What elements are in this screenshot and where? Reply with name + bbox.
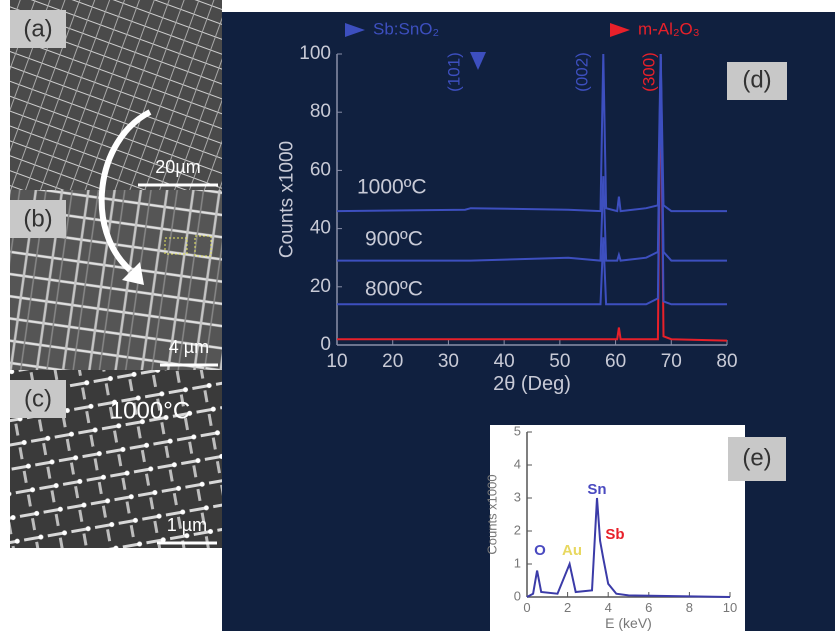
panel-label: (d) bbox=[742, 66, 771, 93]
panel-label: (b) bbox=[23, 205, 52, 232]
y-tick-label: 2 bbox=[514, 522, 521, 537]
data-line bbox=[336, 53, 727, 213]
scale-bar-label: 4 µm bbox=[169, 337, 209, 357]
series-label: 800ºC bbox=[365, 278, 423, 301]
highlight-box bbox=[194, 235, 212, 257]
scale-bar-label: 20µm bbox=[155, 157, 200, 177]
panel-label: (e) bbox=[742, 444, 771, 471]
y-tick-label: 1 bbox=[514, 555, 521, 570]
series-label: 1000ºC bbox=[357, 176, 427, 199]
panel-label-box bbox=[727, 62, 787, 100]
x-tick-label: 80 bbox=[716, 351, 737, 372]
peak-label: O bbox=[534, 542, 546, 559]
y-tick-label: 60 bbox=[310, 159, 331, 180]
panel-label-box bbox=[10, 10, 66, 48]
highlight-box bbox=[164, 237, 188, 255]
peak-marker bbox=[470, 52, 486, 70]
x-tick-label: 20 bbox=[382, 351, 403, 372]
x-axis-label: 2θ (Deg) bbox=[493, 373, 571, 395]
y-axis-label: Counts x1000 bbox=[485, 474, 500, 554]
legend-label: m-Al₂O₃ bbox=[638, 19, 700, 38]
panel-annotation: 1000°C bbox=[110, 397, 190, 424]
x-tick-label: 50 bbox=[549, 351, 570, 372]
x-tick-label: 10 bbox=[326, 351, 347, 372]
peak-label: (002) bbox=[572, 52, 591, 92]
x-tick-label: 10 bbox=[723, 600, 737, 615]
y-tick-label: 20 bbox=[310, 276, 331, 297]
y-tick-label: 0 bbox=[320, 334, 331, 355]
x-tick-label: 0 bbox=[523, 600, 530, 615]
peak-label: Sb bbox=[605, 526, 624, 543]
y-axis-label: Counts x1000 bbox=[277, 141, 298, 258]
peak-label: Au bbox=[562, 542, 582, 559]
arrow bbox=[98, 109, 152, 273]
y-tick-label: 40 bbox=[310, 218, 331, 239]
data-line bbox=[526, 497, 731, 598]
y-tick-label: 80 bbox=[310, 101, 331, 122]
y-tick-label: 3 bbox=[514, 489, 521, 504]
panel-label-box bbox=[10, 380, 66, 418]
x-tick-label: 2 bbox=[564, 600, 571, 615]
x-tick-label: 40 bbox=[494, 351, 515, 372]
panel-label-box bbox=[728, 437, 786, 481]
x-tick-label: 4 bbox=[605, 600, 612, 615]
peak-label: (300) bbox=[639, 52, 658, 92]
x-tick-label: 30 bbox=[438, 351, 459, 372]
legend-marker bbox=[345, 23, 365, 37]
legend-marker bbox=[610, 23, 630, 37]
x-tick-label: 60 bbox=[605, 351, 626, 372]
peak-label: (101) bbox=[444, 52, 463, 92]
panel-label-box bbox=[10, 200, 66, 238]
x-tick-label: 6 bbox=[645, 600, 652, 615]
y-tick-label: 0 bbox=[514, 588, 521, 603]
y-tick-label: 4 bbox=[514, 456, 521, 471]
scale-bar-label: 1 µm bbox=[167, 515, 207, 535]
series-label: 900ºC bbox=[365, 228, 423, 251]
panel-label: (c) bbox=[24, 385, 52, 412]
x-tick-label: 8 bbox=[686, 600, 693, 615]
x-axis-label: E (keV) bbox=[605, 615, 652, 631]
legend-label: Sb:SnO₂ bbox=[373, 19, 439, 38]
peak-label: Sn bbox=[587, 481, 606, 498]
y-tick-label: 5 bbox=[514, 423, 521, 438]
arrow-head bbox=[122, 262, 144, 285]
x-tick-label: 70 bbox=[661, 351, 682, 372]
y-tick-label: 100 bbox=[299, 43, 331, 64]
panel-label: (a) bbox=[23, 15, 52, 42]
